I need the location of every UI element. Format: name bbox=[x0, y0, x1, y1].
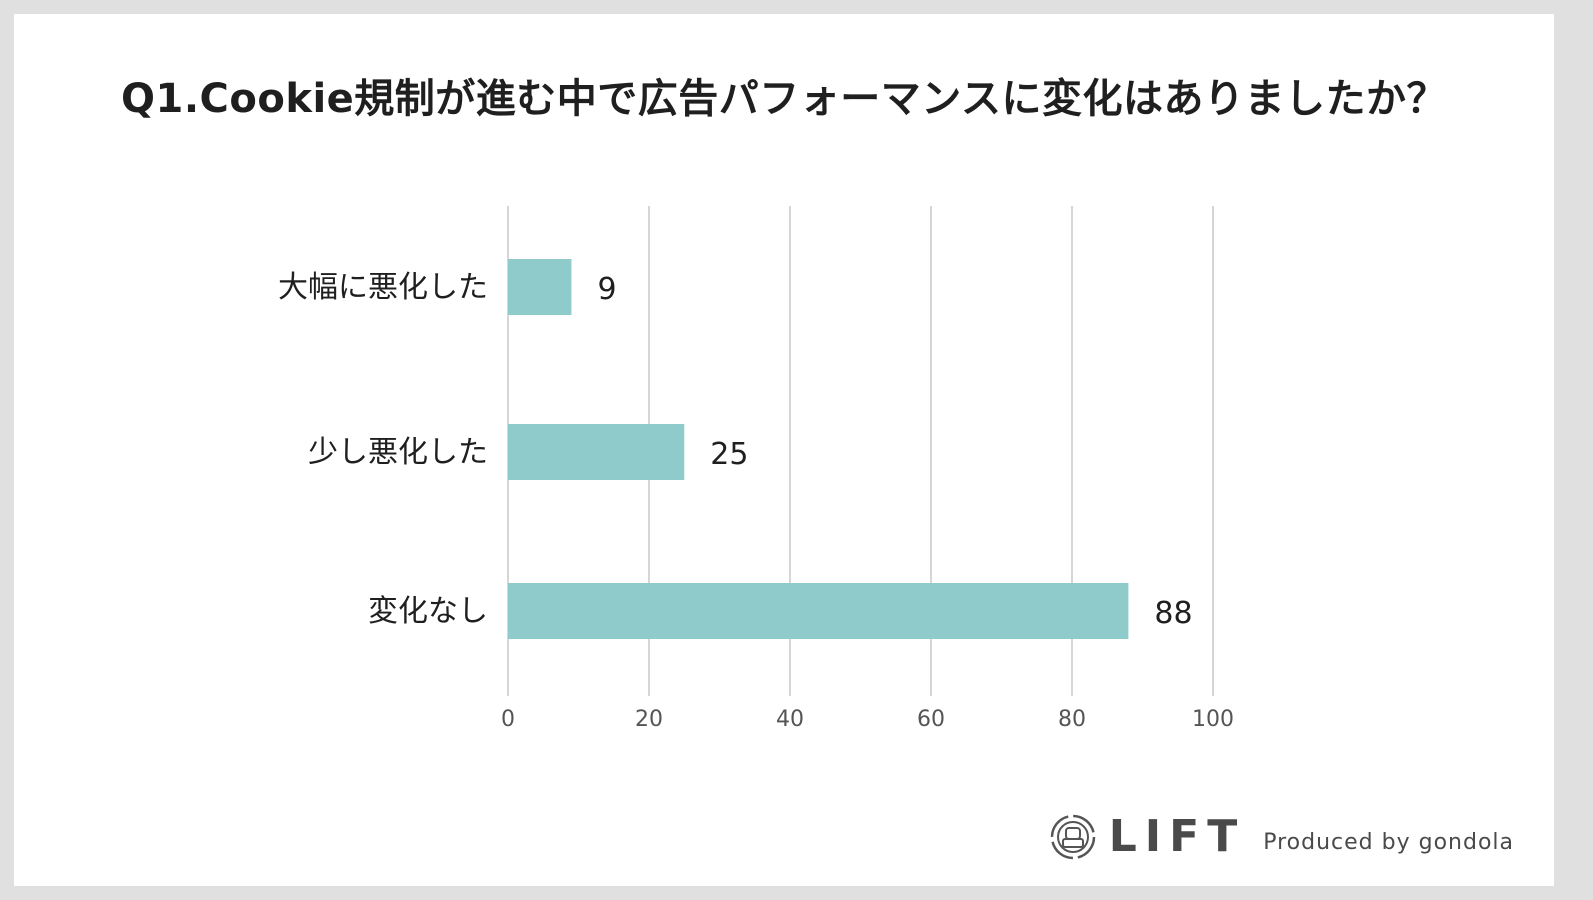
bar-chart: 0 20 40 60 80 100 大幅に悪化した 9 少し悪化した 25 変化なし 88 bbox=[278, 206, 1234, 732]
produced-by-text: Produced by gondola bbox=[1263, 830, 1514, 855]
bar bbox=[508, 424, 685, 480]
x-tick-label: 80 bbox=[1058, 707, 1086, 732]
bar bbox=[508, 583, 1129, 639]
category-label: 少し悪化した bbox=[308, 435, 488, 470]
x-tick-label: 0 bbox=[501, 707, 515, 732]
logo-text: LIFT bbox=[1108, 811, 1246, 862]
lift-logo-icon bbox=[1050, 814, 1095, 859]
footer-branding: LIFT Produced by gondola bbox=[1049, 811, 1514, 862]
data-label: 25 bbox=[710, 437, 748, 472]
chart-title: Q1.Cookie規制が進む中で広告パフォーマンスに変化はありましたか？ bbox=[121, 76, 1447, 122]
chart-card: Q1.Cookie規制が進む中で広告パフォーマンスに変化はありましたか？ 0 20… bbox=[14, 14, 1554, 886]
category-label: 変化なし bbox=[368, 594, 488, 629]
data-label: 88 bbox=[1154, 596, 1192, 631]
x-tick-label: 60 bbox=[917, 707, 945, 732]
x-tick-label: 40 bbox=[776, 707, 804, 732]
bar bbox=[508, 259, 572, 315]
x-tick-label: 100 bbox=[1192, 707, 1234, 732]
category-label: 大幅に悪化した bbox=[278, 270, 488, 305]
x-tick-label: 20 bbox=[635, 707, 663, 732]
data-label: 9 bbox=[597, 272, 616, 307]
